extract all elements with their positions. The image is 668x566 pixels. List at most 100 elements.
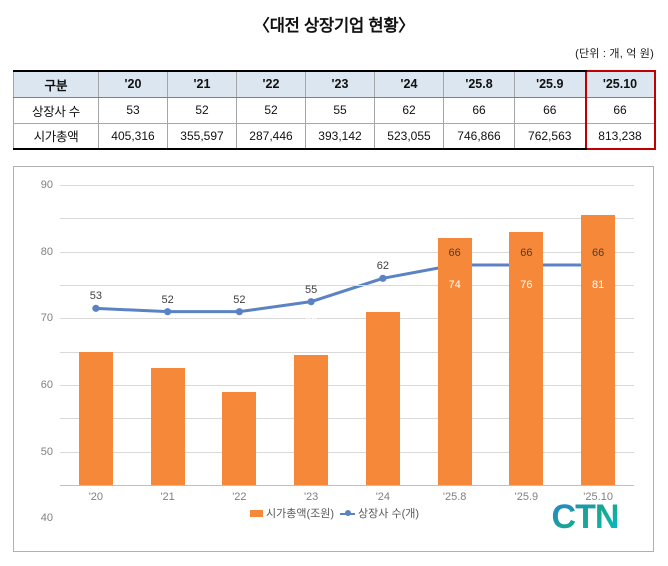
table-header-row: 구분 '20 '21 '22 '23 '24 '25.8 '25.9 '25.1… — [13, 70, 656, 98]
table-header-cell-6: '25.8 — [443, 70, 515, 98]
chart-plot-area: 0 10 20 30 40 50 60 70 80 90 40 '20 35 '21 28 '22 39 '23 5… — [41, 179, 634, 524]
x-axis-tick-'25.9: '25.9 — [514, 491, 539, 503]
table-row-listed-count: 상장사 수 53 52 52 55 62 66 66 66 — [13, 96, 656, 124]
gridline-0: 0 — [60, 485, 634, 486]
data-table-wrapper: 구분 '20 '21 '22 '23 '24 '25.8 '25.9 '25.1… — [13, 70, 656, 150]
y-axis-tick-80: 80 — [40, 245, 53, 258]
bar-'20: 40 — [78, 322, 113, 485]
line-marker-'23 — [307, 298, 315, 306]
bar-'22: 28 — [222, 326, 257, 485]
line-value-label-'25.8: 66 — [448, 247, 461, 259]
x-axis-tick-'20: '20 — [88, 491, 104, 503]
bar-value-label-'22: 28 — [233, 325, 246, 338]
x-axis-tick-'22: '22 — [232, 491, 247, 503]
cell-listed-count-22: 52 — [236, 96, 306, 124]
gridline-40: 40 — [41, 351, 634, 524]
line-marker-'20 — [92, 304, 100, 312]
table-header-cell-4: '23 — [305, 70, 375, 98]
cell-market-cap-25-9: 762,563 — [514, 122, 586, 150]
bar-'25.8: 74 — [437, 238, 472, 485]
table-header-cell-3: '22 — [236, 70, 306, 98]
bar-value-label-'20: 40 — [89, 322, 102, 335]
gridline-70: 70 — [41, 251, 634, 324]
line-value-label-'25.10: 66 — [592, 247, 605, 259]
x-axis-tick-'25.10: '25.10 — [583, 491, 613, 503]
x-axis-tick-'25.8: '25.8 — [442, 491, 467, 503]
bar-value-label-'24: 52 — [376, 292, 389, 305]
table-header-cell-8-highlighted: '25.10 — [584, 70, 656, 98]
gridline-30: 30 — [60, 385, 634, 386]
y-axis-tick-40: 40 — [40, 512, 53, 525]
cell-market-cap-20: 405,316 — [98, 122, 168, 150]
y-axis-tick-50: 50 — [40, 445, 53, 458]
y-axis-tick-90: 90 — [40, 179, 53, 191]
ctn-logo-text: CTN — [552, 498, 619, 536]
ctn-logo: CTN — [552, 498, 620, 536]
cell-listed-count-23: 55 — [305, 96, 375, 124]
x-axis-tick-'23: '23 — [303, 491, 319, 503]
line-series-layer — [92, 261, 602, 316]
cell-listed-count-25-10: 66 — [584, 96, 656, 124]
table-header: 구분 '20 '21 '22 '23 '24 '25.8 '25.9 '25.1… — [13, 70, 656, 98]
bar-value-label-'25.10: 81 — [592, 279, 605, 291]
gridline-90: 90 — [41, 179, 634, 191]
line-marker-'22 — [235, 308, 243, 316]
chart-panel: 0 10 20 30 40 50 60 70 80 90 40 '20 35 '21 28 '22 39 '23 5… — [13, 166, 654, 552]
x-axis-tick-'21: '21 — [160, 491, 175, 503]
gridline-60: 60 — [41, 285, 634, 391]
listed-companies-table: 구분 '20 '21 '22 '23 '24 '25.8 '25.9 '25.1… — [13, 70, 656, 150]
bar-value-label-'25.8: 74 — [448, 279, 461, 291]
bar-value-label-'21: 35 — [161, 325, 174, 338]
cell-listed-count-25-8: 66 — [443, 96, 515, 124]
table-header-cell-2: '21 — [167, 70, 237, 98]
bar-value-label-'25.9: 76 — [520, 279, 533, 291]
bar-'21: 35 — [150, 326, 185, 485]
line-marker-'24 — [379, 274, 387, 282]
row-label-market-cap: 시가총액 — [13, 122, 99, 150]
bar-'25.9: 76 — [509, 231, 544, 485]
y-axis-tick-60: 60 — [40, 379, 53, 391]
cell-listed-count-21: 52 — [167, 96, 237, 124]
cell-listed-count-20: 53 — [98, 96, 168, 124]
table-row-market-cap: 시가총액 405,316 355,597 287,446 393,142 523… — [13, 122, 656, 150]
bar-swatch-icon — [249, 509, 263, 517]
line-marker-'21 — [164, 308, 172, 316]
row-label-listed-count: 상장사 수 — [13, 96, 99, 124]
table-header-cell-1: '20 — [98, 70, 168, 98]
line-value-label-'24: 62 — [376, 260, 389, 273]
x-axis-tick-'24: '24 — [375, 491, 391, 503]
cell-market-cap-25-8: 746,866 — [443, 122, 515, 150]
table-header-cell-0: 구분 — [13, 70, 99, 98]
cell-market-cap-23: 393,142 — [305, 122, 375, 150]
cell-market-cap-21: 355,597 — [167, 122, 237, 150]
cell-listed-count-25-9: 66 — [514, 96, 586, 124]
legend-label-listed-count: 상장사 수(개) — [358, 508, 420, 520]
legend-label-market-cap: 시가총액(조원) — [265, 508, 335, 520]
gridline-10: 10 — [60, 451, 634, 453]
cell-market-cap-24: 523,055 — [374, 122, 444, 150]
line-value-label-'22: 52 — [233, 293, 246, 306]
legend-item-market-cap: 시가총액(조원) — [249, 505, 335, 521]
page-title: 〈대전 상장기업 현황〉 — [253, 17, 415, 35]
gridline-20: 20 — [60, 418, 634, 420]
legend-item-listed-count: 상장사 수(개) — [340, 505, 419, 521]
bar-'25.10: 81 — [581, 215, 616, 485]
cell-listed-count-24: 62 — [374, 96, 444, 124]
bar-'23: 39 — [294, 316, 329, 485]
line-value-label-'23: 55 — [305, 283, 318, 296]
unit-note: (단위 : 개, 억 원) — [575, 48, 654, 60]
line-value-label-'20: 53 — [89, 290, 102, 303]
table-header-cell-5: '24 — [374, 70, 444, 98]
y-axis-tick-70: 70 — [40, 312, 53, 325]
bar-'24: 52 — [365, 292, 400, 485]
line-value-label-'25.9: 66 — [520, 247, 533, 259]
cell-market-cap-25-10: 813,238 — [584, 122, 656, 150]
gridline-50: 50 — [41, 318, 634, 458]
bar-value-label-'23: 39 — [305, 315, 318, 328]
cell-market-cap-22: 287,446 — [236, 122, 306, 150]
line-marker-swatch-icon — [340, 509, 356, 518]
gridline-80: 80 — [41, 218, 634, 258]
chart-legend: 시가총액(조원) 상장사 수(개) — [14, 505, 655, 521]
line-value-label-'21: 52 — [161, 293, 174, 306]
